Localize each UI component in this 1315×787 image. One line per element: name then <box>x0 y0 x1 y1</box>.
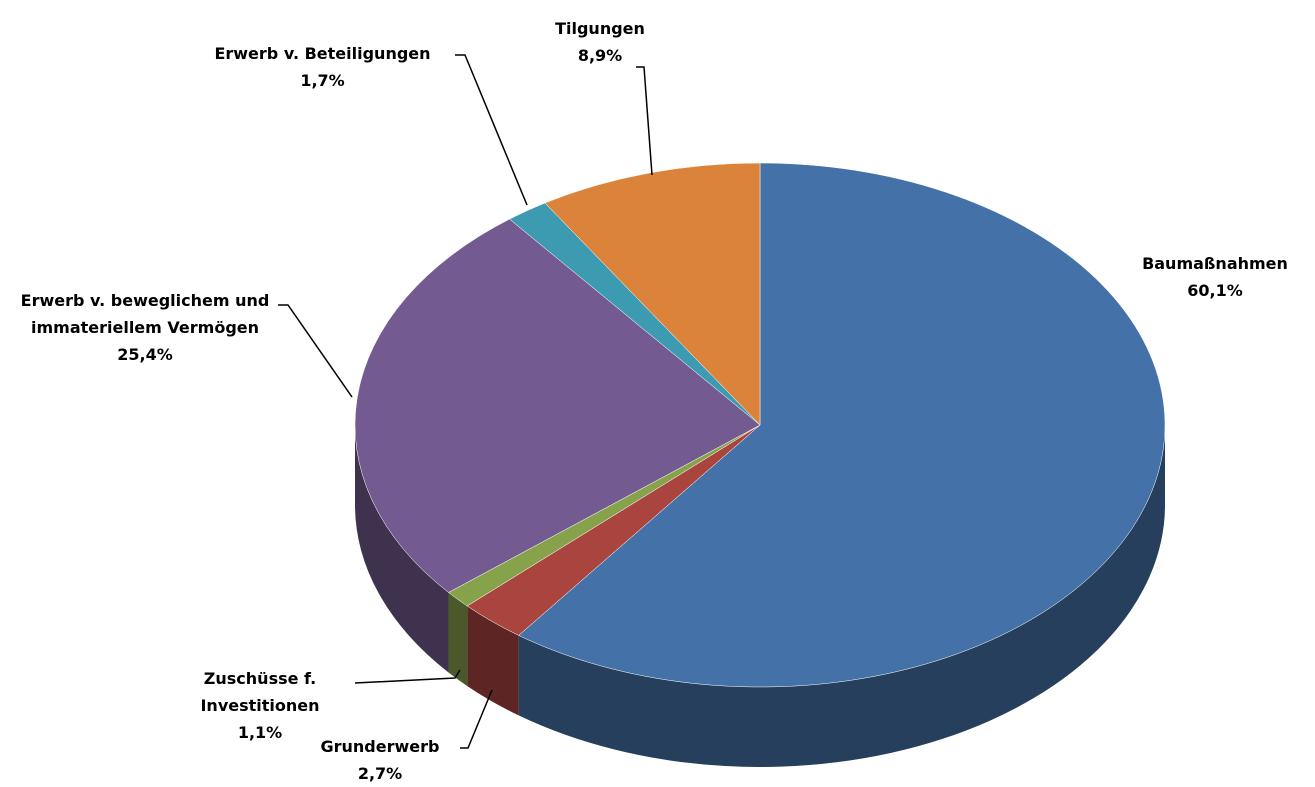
category-label: Baumaßnahmen <box>1142 254 1288 273</box>
category-label: Grunderwerb <box>320 737 440 756</box>
slice-side <box>467 605 519 716</box>
slice <box>354 218 761 593</box>
category-label: Tilgungen <box>555 19 645 38</box>
data-label: Zuschüsse f. Investitionen 1,1% <box>170 665 350 746</box>
leader-line <box>455 54 528 206</box>
data-label: Grunderwerb 2,7% <box>290 733 470 787</box>
data-label: Tilgungen 8,9% <box>520 15 680 69</box>
category-label: Erwerb v. Beteiligungen <box>214 44 431 63</box>
tops <box>354 162 1166 688</box>
value-label: 1,7% <box>300 71 345 90</box>
pie <box>354 162 1166 767</box>
leader-line <box>354 669 461 684</box>
value-label: 1,1% <box>237 723 283 742</box>
value-label: 8,9% <box>577 46 623 65</box>
category-label: Erwerb v. beweglichem und immateriellem … <box>20 291 270 337</box>
value-label: 2,7% <box>357 764 403 783</box>
slice-side <box>355 425 449 673</box>
data-label: Erwerb v. Beteiligungen 1,7% <box>180 40 465 94</box>
leader-line <box>460 689 493 749</box>
slice <box>544 162 761 426</box>
value-label: 60,1% <box>1187 281 1243 300</box>
data-label: Baumaßnahmen 60,1% <box>1130 250 1300 304</box>
slice <box>518 162 1166 688</box>
side-walls <box>355 425 1165 767</box>
slice-side <box>518 425 1165 767</box>
data-label: Erwerb v. beweglichem und immateriellem … <box>0 287 290 368</box>
category-label: Zuschüsse f. Investitionen <box>200 669 320 715</box>
leader-line <box>278 304 353 398</box>
value-label: 25,4% <box>117 345 173 364</box>
slice-side <box>448 592 468 686</box>
leader-lines <box>278 54 653 749</box>
leader-line <box>636 66 653 176</box>
